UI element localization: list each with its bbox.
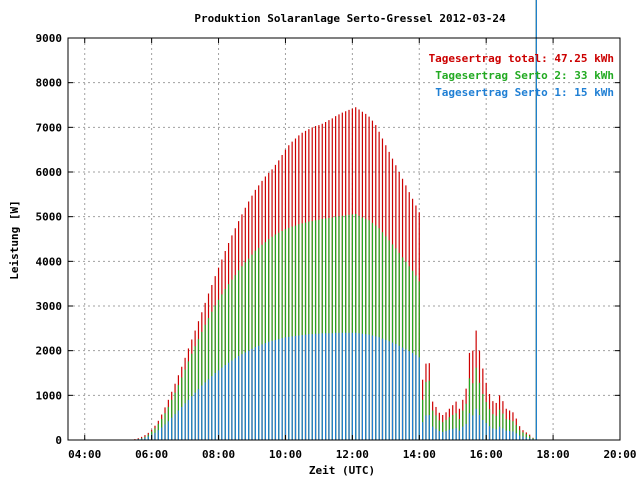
x-tick-label: 14:00 <box>403 448 436 461</box>
x-tick-label: 12:00 <box>336 448 369 461</box>
y-axis-label: Leistung [W] <box>8 200 21 279</box>
y-tick-label: 8000 <box>36 77 63 90</box>
y-tick-label: 3000 <box>36 300 63 313</box>
chart-title: Produktion Solaranlage Serto-Gressel 201… <box>194 12 506 25</box>
x-tick-label: 08:00 <box>202 448 235 461</box>
x-tick-label: 10:00 <box>269 448 302 461</box>
legend-entry: Tagesertrag Serto 1: 15 kWh <box>435 86 614 99</box>
y-tick-label: 4000 <box>36 255 63 268</box>
y-tick-label: 0 <box>55 434 62 447</box>
legend: Tagesertrag total: 47.25 kWh Tagesertrag … <box>429 52 614 99</box>
x-tick-label: 18:00 <box>537 448 570 461</box>
x-tick-label: 20:00 <box>603 448 636 461</box>
x-tick-label: 16:00 <box>470 448 503 461</box>
grid <box>68 38 620 440</box>
y-tick-label: 2000 <box>36 345 63 358</box>
plot-frame <box>67 37 621 441</box>
y-tick-label: 9000 <box>36 32 63 45</box>
y-axis-ticks: 0 1000 2000 3000 4000 5000 6000 7000 8000 9000 <box>36 32 620 447</box>
x-axis-label: Zeit (UTC) <box>309 464 375 477</box>
bars <box>134 0 537 440</box>
y-tick-label: 7000 <box>36 121 63 134</box>
y-tick-label: 1000 <box>36 389 63 402</box>
x-tick-label: 06:00 <box>135 448 168 461</box>
legend-entry: Tagesertrag Serto 2: 33 kWh <box>435 69 614 82</box>
y-tick-label: 5000 <box>36 211 63 224</box>
x-tick-label: 04:00 <box>68 448 101 461</box>
y-tick-label: 6000 <box>36 166 63 179</box>
legend-entry: Tagesertrag total: 47.25 kWh <box>429 52 614 65</box>
x-axis-ticks: 04:00 06:00 08:00 10:00 12:00 14:00 16:00 18:00… <box>68 38 637 461</box>
